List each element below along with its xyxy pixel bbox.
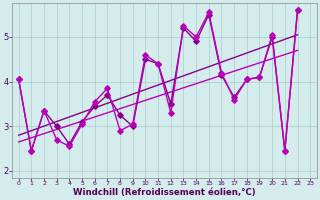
X-axis label: Windchill (Refroidissement éolien,°C): Windchill (Refroidissement éolien,°C) <box>73 188 256 197</box>
